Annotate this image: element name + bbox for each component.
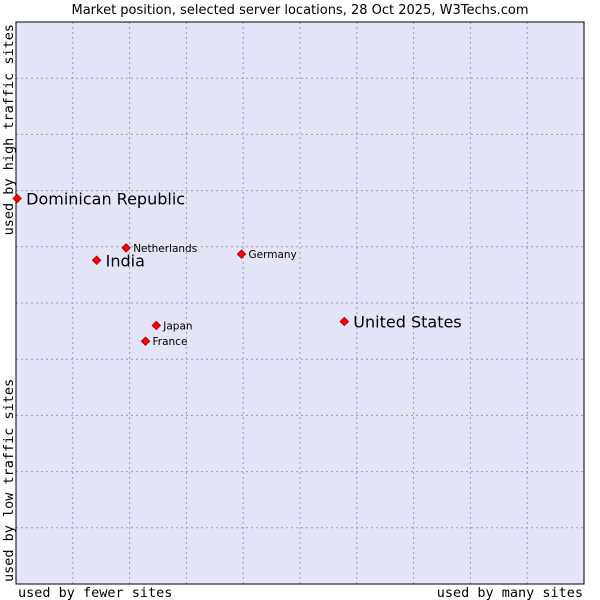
data-point-label-france: France xyxy=(153,336,188,348)
data-point-marker-france xyxy=(140,336,151,346)
chart-title: Market position, selected server locatio… xyxy=(71,3,528,18)
x-axis-label-high: used by many sites xyxy=(437,585,583,600)
y-axis-label-low: used by low traffic sites xyxy=(1,379,17,582)
x-axis-label-low: used by fewer sites xyxy=(18,585,172,600)
data-point-label-india: India xyxy=(106,251,145,270)
data-point-marker-dominican-republic xyxy=(12,193,22,204)
plot-border xyxy=(15,21,585,585)
grid-lines xyxy=(16,22,584,584)
data-point-label-germany: Germany xyxy=(248,249,296,261)
data-point-label-dominican-republic: Dominican Republic xyxy=(26,189,185,208)
data-point-marker-japan xyxy=(151,320,162,331)
data-point-label-united-states: United States xyxy=(353,313,461,332)
data-point-marker-germany xyxy=(236,249,247,259)
data-point-marker-netherlands xyxy=(121,243,131,253)
y-axis-label-high: used by high traffic sites xyxy=(1,24,17,235)
data-point-marker-united-states xyxy=(339,316,350,327)
data-point-label-japan: Japan xyxy=(162,320,192,332)
data-point-marker-india xyxy=(91,255,102,266)
data-point-label-netherlands: Netherlands xyxy=(133,243,197,255)
